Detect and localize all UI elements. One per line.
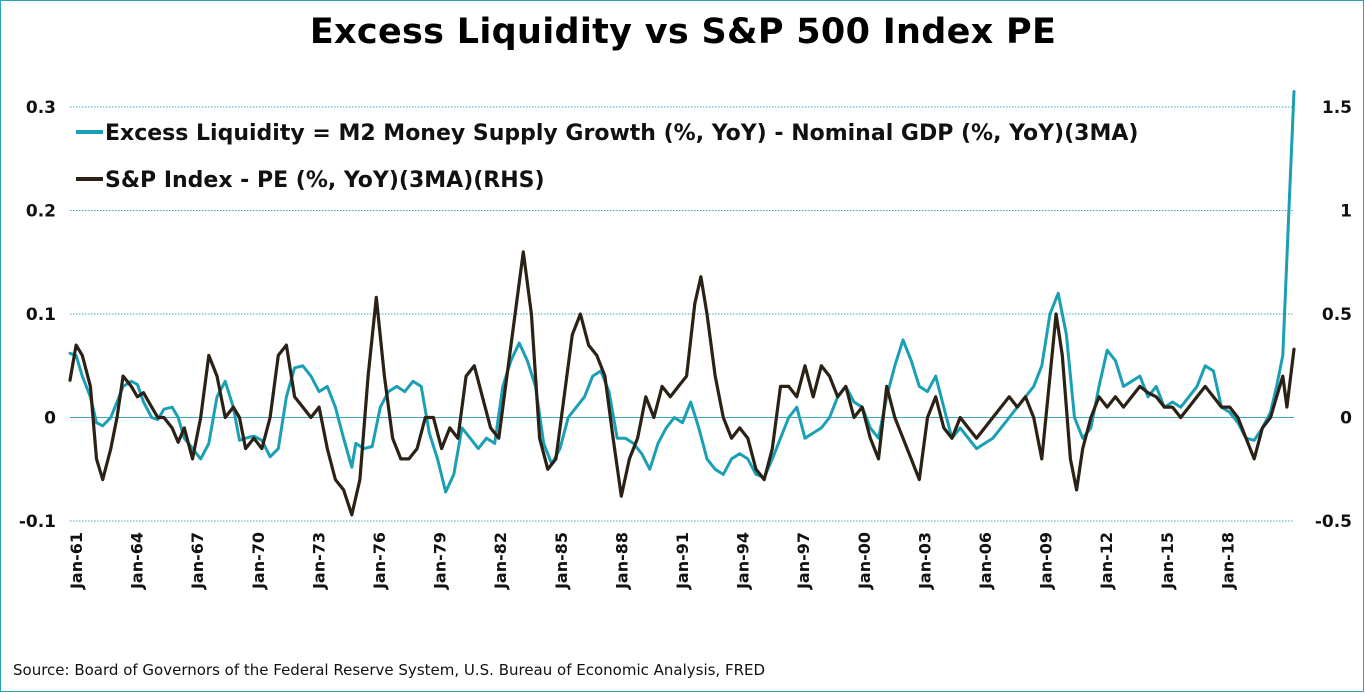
x-axis-tick-label: Jan-97 xyxy=(794,532,813,590)
x-axis-tick-label: Jan-67 xyxy=(188,532,207,590)
x-axis-tick-label: Jan-06 xyxy=(976,532,995,590)
x-axis-tick-label: Jan-03 xyxy=(915,532,934,590)
x-axis-tick-label: Jan-94 xyxy=(734,532,753,590)
x-axis-tick-label: Jan-61 xyxy=(67,532,86,590)
x-axis-ticks: Jan-61 Jan-64 Jan-67 Jan-70 Jan-73 Jan-76 Jan-… xyxy=(67,532,1237,590)
right-axis-tick-label: -0.5 xyxy=(1315,512,1352,532)
series-line-sp-pe xyxy=(68,250,1296,517)
series-line-excess-liquidity xyxy=(68,90,1296,494)
legend-label: S&P Index - PE (%, YoY)(3MA)(RHS) xyxy=(105,168,545,193)
series-lines xyxy=(68,90,1296,517)
left-axis-tick-label: 0.3 xyxy=(26,98,56,118)
left-axis-ticks: 0.3 0.2 0.1 0 -0.1 xyxy=(19,98,56,532)
source-note: Source: Board of Governors of the Federa… xyxy=(13,661,766,679)
x-axis-tick-label: Jan-73 xyxy=(309,532,328,590)
x-axis-tick-label: Jan-85 xyxy=(552,532,571,590)
x-axis-tick-label: Jan-79 xyxy=(431,532,450,590)
x-axis-tick-label: Jan-70 xyxy=(249,532,268,590)
left-axis-tick-label: 0.2 xyxy=(26,202,56,222)
left-axis-tick-label: 0.1 xyxy=(26,305,56,325)
x-axis-tick-label: Jan-82 xyxy=(491,532,510,590)
left-axis-tick-label: -0.1 xyxy=(19,512,56,532)
right-axis-tick-label: 1.5 xyxy=(1322,98,1352,118)
x-axis-tick-label: Jan-12 xyxy=(1097,532,1116,590)
x-axis-tick-label: Jan-00 xyxy=(855,532,874,590)
x-axis-tick-label: Jan-91 xyxy=(673,532,692,590)
x-axis-tick-label: Jan-18 xyxy=(1218,532,1237,590)
right-axis-tick-label: 0.5 xyxy=(1322,305,1352,325)
x-axis-tick-label: Jan-88 xyxy=(612,532,631,590)
legend-label: Excess Liquidity = M2 Money Supply Growt… xyxy=(105,121,1138,146)
left-axis-tick-label: 0 xyxy=(44,409,56,429)
chart-title: Excess Liquidity vs S&P 500 Index PE xyxy=(309,12,1057,52)
right-axis-tick-label: 1 xyxy=(1340,202,1352,222)
x-axis-tick-label: Jan-09 xyxy=(1037,532,1056,590)
right-axis-ticks: 1.5 1 0.5 0 -0.5 xyxy=(1315,98,1352,532)
legend: Excess Liquidity = M2 Money Supply Growt… xyxy=(76,121,1138,193)
x-axis-tick-label: Jan-64 xyxy=(128,532,147,590)
right-axis-tick-label: 0 xyxy=(1340,409,1352,429)
x-axis-tick-label: Jan-76 xyxy=(370,532,389,590)
x-axis-tick-label: Jan-15 xyxy=(1158,532,1177,590)
